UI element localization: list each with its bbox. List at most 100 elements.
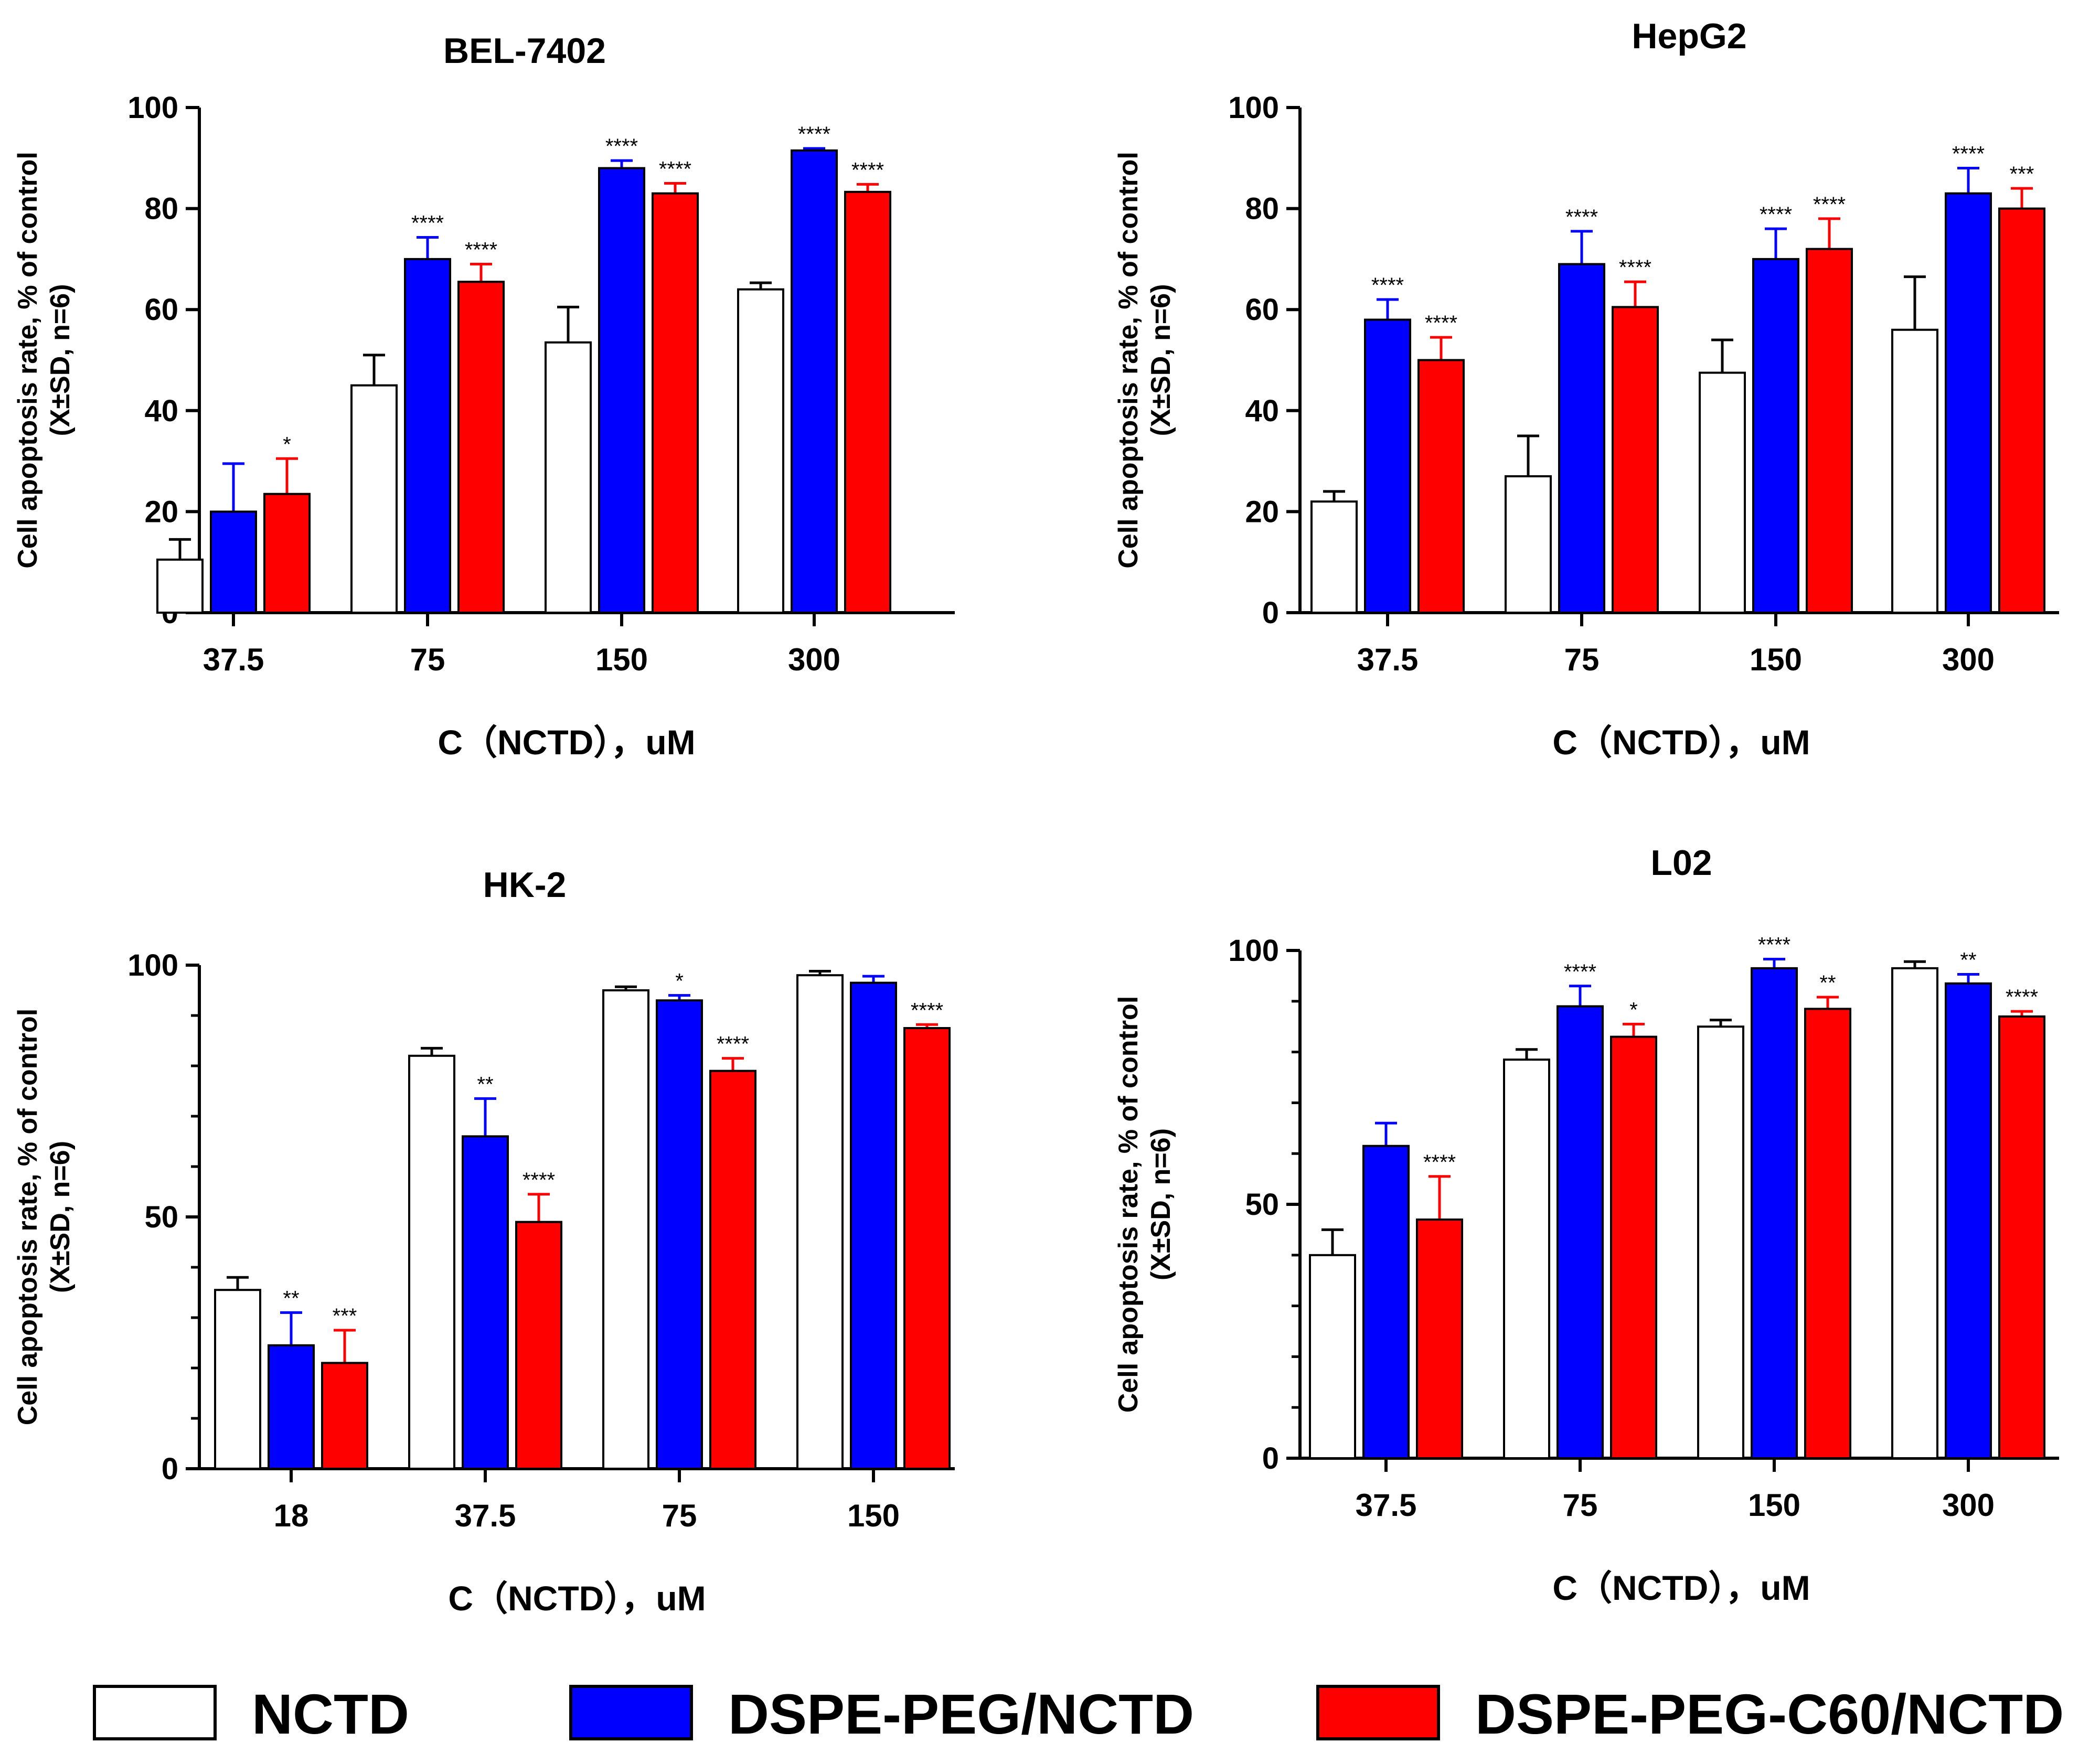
significance-label: **** xyxy=(605,135,638,158)
significance-label: **** xyxy=(1619,256,1651,279)
bar xyxy=(709,1070,756,1470)
bar xyxy=(350,384,398,614)
chart-hk-2: HK-2 0 50 100 Cell apoptosis rate, % of cont… xyxy=(13,865,955,1618)
x-tick-label: 37.5 xyxy=(1357,642,1419,677)
bar xyxy=(796,974,844,1470)
y-tick-label: 100 xyxy=(127,948,178,982)
legend-label: NCTD xyxy=(252,1682,409,1746)
bar xyxy=(1751,967,1798,1459)
significance-label: **** xyxy=(523,1169,555,1192)
bar xyxy=(1998,1015,2045,1459)
y-tick-label: 0 xyxy=(1262,596,1279,630)
legend: NCTD DSPE-PEG/NCTD DSPE-PEG-C60/NCTD xyxy=(93,1682,2064,1746)
x-tick-label: 75 xyxy=(410,642,445,677)
significance-label: **** xyxy=(911,999,943,1022)
bar xyxy=(263,493,311,614)
y-axis-label: Cell apoptosis rate, % of control xyxy=(1113,152,1144,569)
y-tick-label: 50 xyxy=(144,1200,178,1234)
bar xyxy=(598,167,645,614)
legend-label: DSPE-PEG/NCTD xyxy=(728,1682,1194,1746)
y-axis-label-sub: (X±SD, n=6) xyxy=(1146,1128,1176,1280)
bar xyxy=(903,1027,951,1470)
x-axis-label: C（NCTD），uM xyxy=(438,723,695,762)
bar xyxy=(1610,1035,1657,1460)
bar xyxy=(321,1362,368,1470)
significance-label: ** xyxy=(1960,948,1976,971)
x-tick-label: 75 xyxy=(1563,1488,1598,1523)
y-tick-label: 20 xyxy=(1245,495,1279,529)
bar xyxy=(1697,1025,1744,1459)
chart-title: L02 xyxy=(1650,843,1712,883)
x-tick-label: 300 xyxy=(1942,642,1995,677)
bar xyxy=(1612,306,1659,614)
bar xyxy=(656,999,703,1470)
bar xyxy=(156,558,204,614)
bar xyxy=(1557,1005,1604,1459)
significance-label: ** xyxy=(283,1287,299,1310)
significance-label: **** xyxy=(411,211,444,234)
x-tick-label: 150 xyxy=(1748,1488,1800,1523)
y-tick-label: 20 xyxy=(144,495,178,529)
significance-label: **** xyxy=(1371,274,1404,297)
bar xyxy=(1310,500,1358,614)
significance-label: **** xyxy=(465,239,497,262)
bar xyxy=(268,1344,315,1470)
legend-label: DSPE-PEG-C60/NCTD xyxy=(1475,1682,2064,1746)
bar xyxy=(1505,475,1552,614)
x-tick-label: 300 xyxy=(788,642,840,677)
bar xyxy=(1309,1254,1356,1460)
x-tick-label: 150 xyxy=(847,1498,900,1533)
bar xyxy=(1945,982,1992,1460)
chart-title: BEL-7402 xyxy=(443,31,606,71)
bar xyxy=(602,989,649,1470)
y-axis-label: Cell apoptosis rate, % of control xyxy=(13,1009,43,1426)
legend-swatch xyxy=(93,1685,217,1740)
significance-label: **** xyxy=(717,1033,749,1056)
bar xyxy=(404,258,451,614)
significance-label: **** xyxy=(798,123,830,146)
chart-bel-7402: BEL-7402020406080100Cell apoptosis rate,… xyxy=(13,31,955,762)
significance-label: **** xyxy=(1425,312,1457,335)
significance-label: ** xyxy=(1819,971,1836,995)
y-axis-label-sub: (X±SD, n=6) xyxy=(1146,284,1176,436)
y-tick-label: 100 xyxy=(127,91,178,125)
x-tick-label: 75 xyxy=(662,1498,697,1533)
bar xyxy=(1752,258,1799,614)
bar xyxy=(850,981,897,1470)
x-axis-label: C（NCTD），uM xyxy=(1552,1568,1810,1607)
significance-label: * xyxy=(1629,998,1638,1021)
y-tick-label: 80 xyxy=(1245,192,1279,226)
y-tick-label: 60 xyxy=(144,293,178,327)
bar xyxy=(1416,1218,1463,1460)
significance-label: **** xyxy=(1423,1151,1456,1174)
y-tick-label: 60 xyxy=(1245,293,1279,327)
significance-label: **** xyxy=(659,157,691,180)
chart-hepg2: HepG2 0 20 40 60 80 100 Cell apoptosis rate, % … xyxy=(1113,16,2059,762)
y-tick-label: 100 xyxy=(1228,91,1279,125)
bar xyxy=(408,1054,455,1470)
bar xyxy=(1804,1008,1851,1459)
y-axis-label-sub: (X±SD, n=6) xyxy=(45,284,76,436)
significance-label: **** xyxy=(1952,143,1985,166)
chart-title: HepG2 xyxy=(1632,16,1746,56)
x-tick-label: 75 xyxy=(1564,642,1600,677)
bar xyxy=(1699,371,1746,614)
y-tick-label: 40 xyxy=(144,394,178,428)
y-tick-label: 0 xyxy=(1262,1441,1279,1476)
legend-swatch xyxy=(569,1685,693,1740)
y-axis-label: Cell apoptosis rate, % of control xyxy=(13,152,43,569)
y-axis-label: Cell apoptosis rate, % of control xyxy=(1113,996,1144,1413)
significance-label: * xyxy=(283,433,291,456)
bar xyxy=(1806,248,1853,614)
legend-swatch xyxy=(1316,1685,1440,1740)
bar xyxy=(844,190,891,614)
bar xyxy=(1362,1145,1410,1459)
bar xyxy=(791,149,838,614)
x-tick-label: 150 xyxy=(595,642,648,677)
x-tick-label: 300 xyxy=(1942,1488,1995,1523)
bar xyxy=(1998,207,2045,614)
x-tick-label: 37.5 xyxy=(455,1498,516,1533)
significance-label: **** xyxy=(1564,960,1596,984)
y-axis-label-sub: (X±SD, n=6) xyxy=(45,1141,76,1293)
significance-label: **** xyxy=(851,158,884,181)
